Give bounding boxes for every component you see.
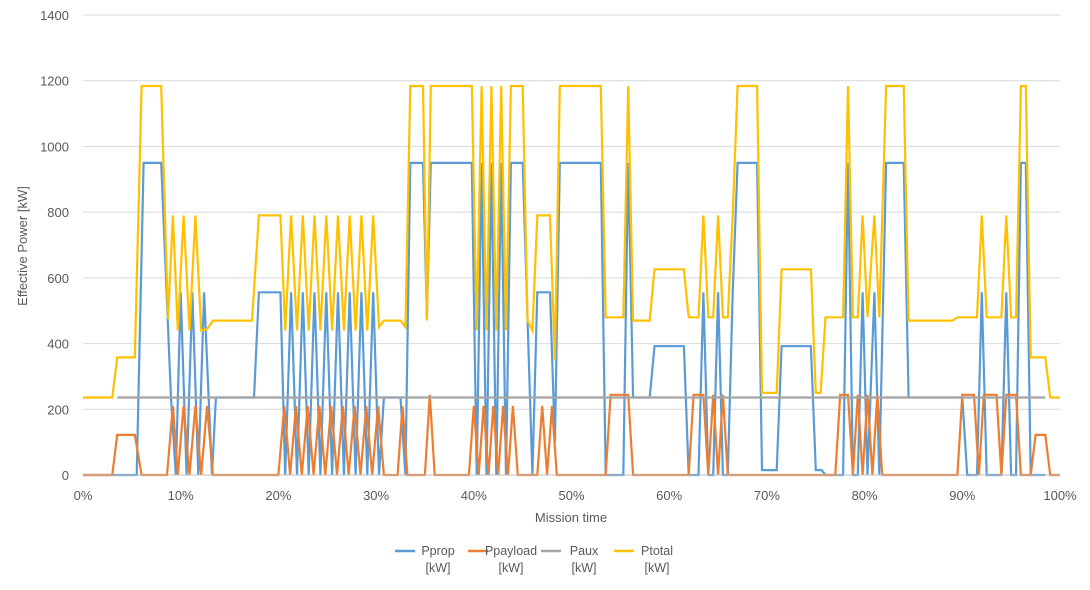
legend-label-line: Pprop (421, 544, 454, 558)
series-line-ptotal (83, 84, 1060, 399)
series-line-pprop (83, 161, 1046, 477)
legend-label-line: [kW] (645, 561, 670, 575)
x-tick-label: 30% (363, 488, 389, 503)
y-tick-label: 600 (47, 271, 69, 286)
x-tick-label: 0% (74, 488, 93, 503)
axes: 0 200 400 600 800 1000 1200 1400 0% 10% 20% 30% 40% 5… (40, 8, 1077, 503)
y-tick-label: 1200 (40, 74, 69, 89)
series-lines (83, 84, 1060, 477)
x-tick-label: 20% (265, 488, 291, 503)
x-axis-title: Mission time (535, 510, 607, 525)
legend: Pprop [kW] Ppayload [kW] Paux [kW] Ptotal [kW] (395, 544, 673, 575)
legend-label: Ppayload [kW] (485, 544, 537, 575)
x-tick-label: 70% (754, 488, 780, 503)
legend-label-line: Ptotal (641, 544, 673, 558)
legend-label: Paux [kW] (570, 544, 599, 575)
legend-label-line: [kW] (426, 561, 451, 575)
legend-label: Pprop [kW] (421, 544, 454, 575)
y-tick-label: 200 (47, 402, 69, 417)
legend-label: Ptotal [kW] (641, 544, 673, 575)
y-tick-label: 0 (62, 468, 69, 483)
series-line-ppayload (83, 393, 1060, 477)
legend-label-line: Ppayload (485, 544, 537, 558)
legend-label-line: [kW] (499, 561, 524, 575)
y-tick-label: 1000 (40, 139, 69, 154)
x-tick-label: 100% (1043, 488, 1077, 503)
x-tick-label: 40% (461, 488, 487, 503)
gridlines (83, 14, 1060, 476)
y-axis-title: Effective Power [kW] (15, 186, 30, 306)
y-tick-label: 400 (47, 337, 69, 352)
legend-label-line: Paux (570, 544, 599, 558)
legend-label-line: [kW] (572, 561, 597, 575)
x-tick-label: 50% (558, 488, 584, 503)
x-tick-label: 80% (852, 488, 878, 503)
x-tick-label: 10% (168, 488, 194, 503)
x-tick-label: 60% (656, 488, 682, 503)
y-tick-label: 1400 (40, 8, 69, 23)
x-tick-label: 90% (949, 488, 975, 503)
y-tick-label: 800 (47, 205, 69, 220)
